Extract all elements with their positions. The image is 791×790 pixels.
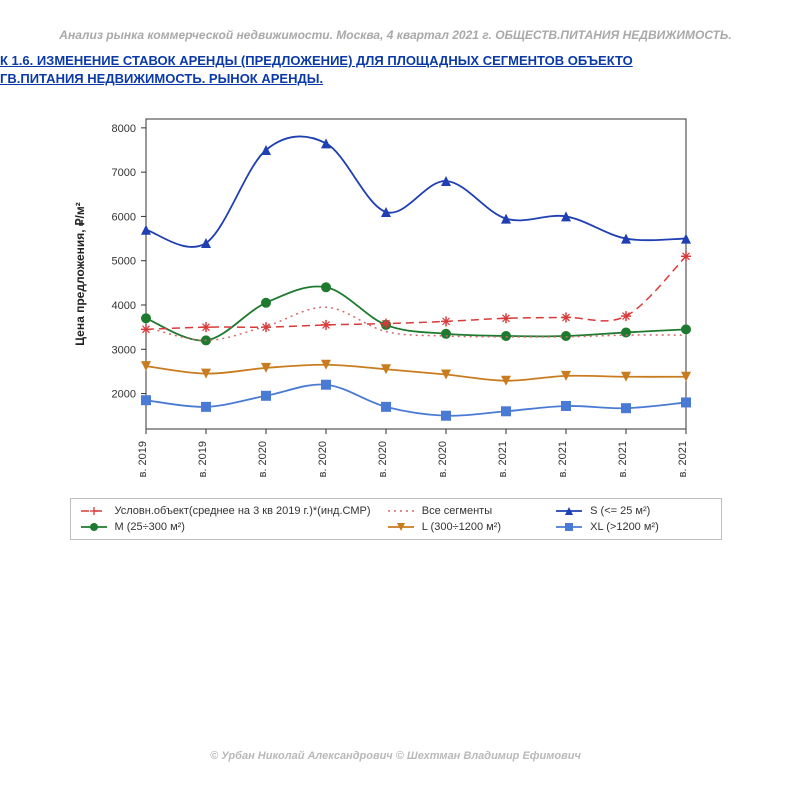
- title-line1: К 1.6. ИЗМЕНЕНИЕ СТАВОК АРЕНДЫ (ПРЕДЛОЖЕ…: [0, 53, 633, 68]
- legend-label: L (300÷1200 м²): [422, 521, 501, 533]
- svg-text:4000: 4000: [111, 300, 135, 312]
- legend-item: S (<= 25 м²): [556, 505, 710, 517]
- legend-swatch: [556, 521, 582, 533]
- legend: Условн.объект(среднее на 3 кв 2019 г.)*(…: [70, 498, 722, 540]
- svg-text:6000: 6000: [111, 212, 135, 224]
- svg-text:7000: 7000: [111, 167, 135, 179]
- title-line2: ГВ.ПИТАНИЯ НЕДВИЖИМОСТЬ. РЫНОК АРЕНДЫ.: [0, 71, 323, 86]
- svg-text:2 кв. 2020: 2 кв. 2020: [317, 441, 329, 477]
- svg-text:2000: 2000: [111, 389, 135, 401]
- svg-text:3 кв. 2020: 3 кв. 2020: [377, 441, 389, 477]
- legend-swatch: [81, 521, 107, 533]
- page-header: Анализ рынка коммерческой недвижимости. …: [0, 0, 791, 52]
- chart-container: 2000 3000 4000 5000 6000 7000 8000 3 кв. 2019 4 …: [66, 107, 726, 540]
- svg-text:1 кв. 2021: 1 кв. 2021: [497, 441, 509, 477]
- legend-item: Все сегменты: [388, 505, 542, 517]
- legend-label: M (25÷300 м²): [115, 521, 185, 533]
- legend-swatch: [556, 505, 582, 517]
- svg-text:4 кв. 2020: 4 кв. 2020: [437, 441, 449, 477]
- legend-item: M (25÷300 м²): [81, 521, 374, 533]
- legend-label: S (<= 25 м²): [590, 505, 650, 517]
- legend-item: XL (>1200 м²): [556, 521, 710, 533]
- line-chart: 2000 3000 4000 5000 6000 7000 8000 3 кв. 2019 4 …: [66, 107, 706, 477]
- legend-label: XL (>1200 м²): [590, 521, 659, 533]
- svg-text:8000: 8000: [111, 123, 135, 135]
- svg-text:1 кв. 2020: 1 кв. 2020: [257, 441, 269, 477]
- page-footer: © Урбан Николай Александрович © Шехтман …: [0, 750, 791, 762]
- legend-label: Все сегменты: [422, 505, 492, 517]
- legend-swatch: [388, 505, 414, 517]
- svg-text:4 кв. 2021: 4 кв. 2021: [677, 441, 689, 477]
- svg-text:3 кв. 2021: 3 кв. 2021: [617, 441, 629, 477]
- legend-label: Условн.объект(среднее на 3 кв 2019 г.)*(…: [115, 505, 371, 517]
- header-text: Анализ рынка коммерческой недвижимости. …: [59, 28, 731, 42]
- legend-item: L (300÷1200 м²): [388, 521, 542, 533]
- svg-text:4 кв. 2019: 4 кв. 2019: [197, 441, 209, 477]
- svg-text:2 кв. 2021: 2 кв. 2021: [557, 441, 569, 477]
- svg-text:3 кв. 2019: 3 кв. 2019: [137, 441, 149, 477]
- legend-swatch: [81, 505, 107, 517]
- svg-text:Цена предложения, ₽/м²: Цена предложения, ₽/м²: [73, 202, 87, 346]
- svg-text:3000: 3000: [111, 344, 135, 356]
- chart-title: К 1.6. ИЗМЕНЕНИЕ СТАВОК АРЕНДЫ (ПРЕДЛОЖЕ…: [0, 52, 791, 97]
- legend-item: Условн.объект(среднее на 3 кв 2019 г.)*(…: [81, 505, 374, 517]
- svg-text:5000: 5000: [111, 256, 135, 268]
- legend-swatch: [388, 521, 414, 533]
- footer-text: © Урбан Николай Александрович © Шехтман …: [210, 750, 581, 762]
